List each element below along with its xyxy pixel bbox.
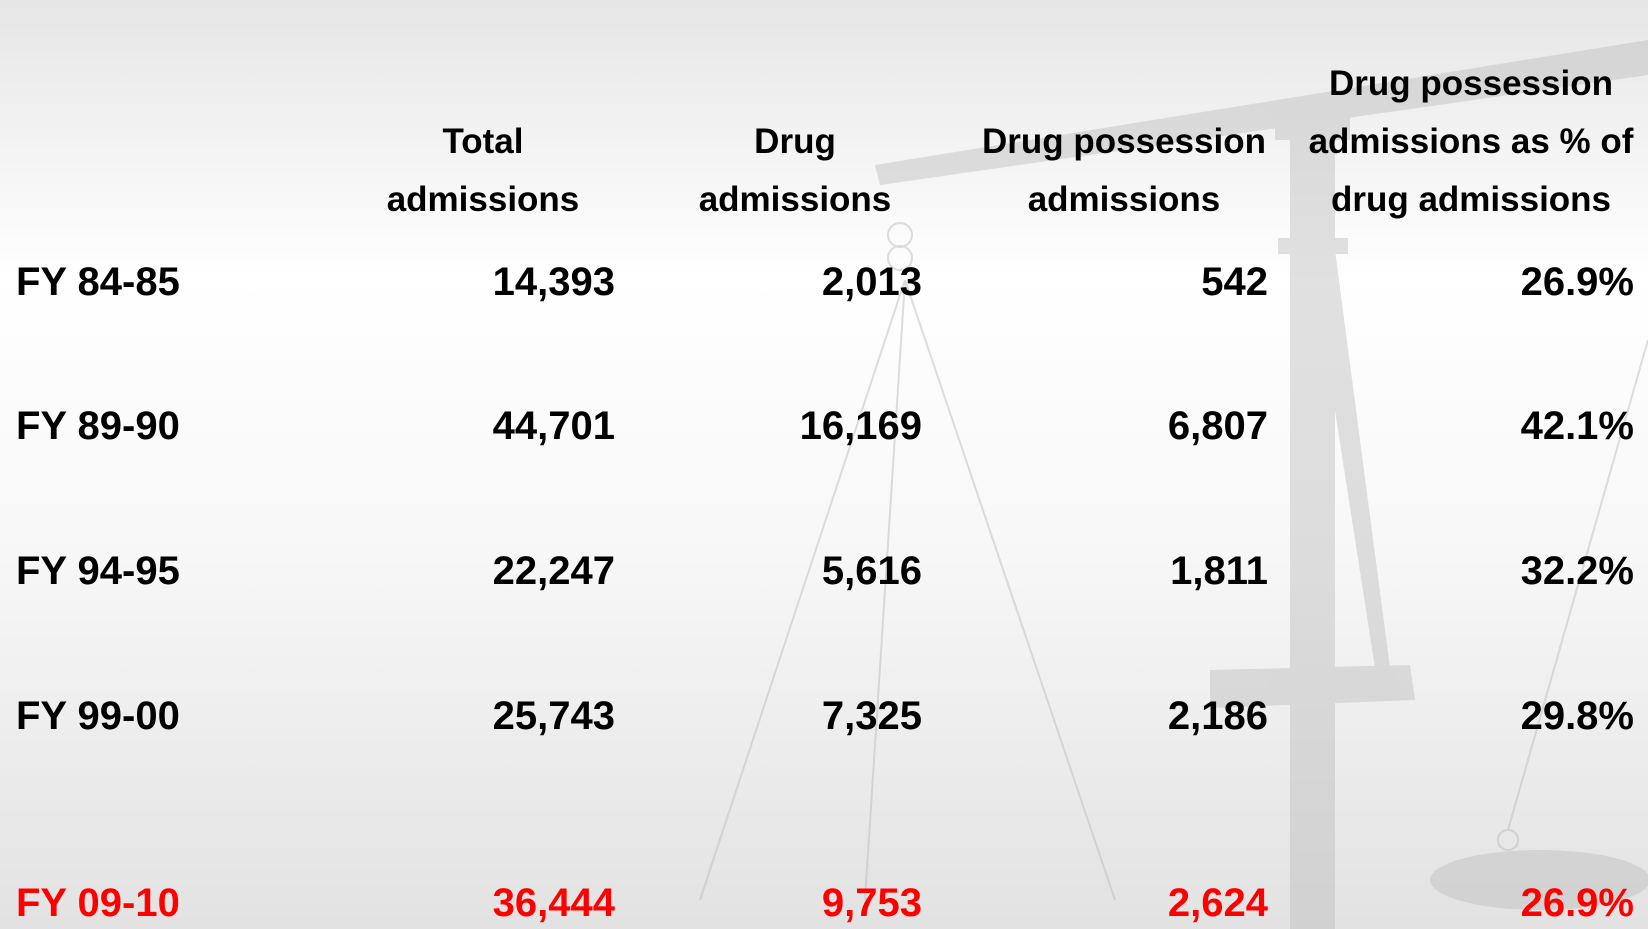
table-cell: 26.9% bbox=[1520, 881, 1634, 925]
table-cell: 7,325 bbox=[821, 694, 922, 738]
table-cell: 25,743 bbox=[492, 694, 615, 738]
column-header: Drug possession admissions as % of drug … bbox=[1308, 64, 1634, 219]
row-label: FY 99-00 bbox=[16, 694, 180, 738]
column-header: Drug admissions bbox=[698, 122, 892, 219]
column-header: Total admissions bbox=[386, 122, 580, 219]
table-cell: 2,186 bbox=[1167, 694, 1268, 738]
table-cell: 42.1% bbox=[1520, 404, 1634, 448]
table-cell: 542 bbox=[1201, 260, 1268, 304]
table-cell: 2,624 bbox=[1167, 881, 1268, 925]
table-cell: 6,807 bbox=[1167, 404, 1268, 448]
column-header: Drug possession admissions bbox=[982, 122, 1266, 219]
row-label: FY 94-95 bbox=[16, 549, 180, 593]
table-cell: 14,393 bbox=[492, 260, 615, 304]
table-cell: 44,701 bbox=[492, 404, 615, 448]
table-cell: 29.8% bbox=[1520, 694, 1634, 738]
table-cell: 5,616 bbox=[821, 549, 922, 593]
table-cell: 2,013 bbox=[821, 260, 922, 304]
row-label: FY 09-10 bbox=[16, 881, 180, 925]
table-cell: 1,811 bbox=[1170, 549, 1268, 593]
table-cell: 32.2% bbox=[1520, 549, 1634, 593]
row-label: FY 84-85 bbox=[16, 260, 180, 304]
table-cell: 22,247 bbox=[492, 549, 615, 593]
table-cell: 9,753 bbox=[821, 881, 922, 925]
table-cell: 26.9% bbox=[1520, 260, 1634, 304]
row-label: FY 89-90 bbox=[16, 404, 180, 448]
table-cell: 16,169 bbox=[799, 404, 922, 448]
table-cell: 36,444 bbox=[492, 881, 615, 925]
